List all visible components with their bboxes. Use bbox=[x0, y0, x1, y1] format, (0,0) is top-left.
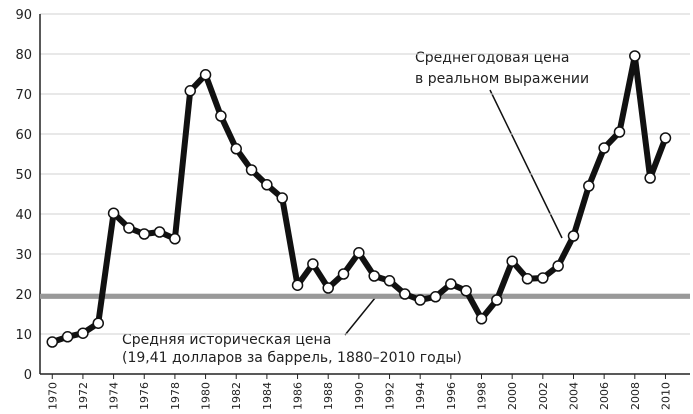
annotation: Средняя историческая цена bbox=[122, 332, 331, 348]
data-point bbox=[169, 233, 181, 245]
leader-line bbox=[344, 297, 376, 336]
data-point bbox=[460, 285, 472, 297]
x-tick-label: 1988 bbox=[322, 382, 335, 410]
data-point bbox=[230, 143, 242, 155]
data-point bbox=[552, 260, 564, 272]
data-point bbox=[414, 294, 426, 306]
data-point bbox=[46, 336, 59, 348]
data-point bbox=[153, 226, 166, 238]
data-point bbox=[77, 327, 89, 339]
x-tick-label: 1970 bbox=[46, 382, 59, 410]
x-tick-label: 1986 bbox=[292, 382, 305, 410]
data-point bbox=[353, 247, 365, 259]
data-point bbox=[475, 313, 488, 325]
x-tick-label: 1982 bbox=[230, 382, 243, 410]
data-point bbox=[399, 288, 411, 300]
data-point bbox=[429, 291, 442, 303]
data-point bbox=[613, 126, 626, 138]
x-tick-label: 1998 bbox=[476, 382, 489, 410]
y-tick-label: 60 bbox=[15, 128, 32, 143]
annotation: (19,41 долларов за баррель, 1880–2010 го… bbox=[122, 350, 462, 366]
data-point bbox=[644, 172, 656, 184]
data-point bbox=[215, 110, 227, 122]
x-tick-label: 1990 bbox=[353, 382, 366, 410]
annotation: Среднегодовая цена bbox=[415, 50, 569, 66]
data-point bbox=[276, 192, 288, 204]
x-tick-label: 1972 bbox=[77, 382, 90, 410]
x-tick-label: 2008 bbox=[629, 382, 642, 410]
y-tick-label: 90 bbox=[15, 8, 32, 23]
data-point bbox=[61, 331, 74, 343]
data-point bbox=[107, 207, 120, 219]
y-tick-label: 20 bbox=[15, 288, 32, 303]
data-point bbox=[659, 132, 672, 144]
data-point bbox=[123, 222, 135, 234]
leader-line bbox=[489, 89, 563, 239]
y-tick-label: 30 bbox=[15, 248, 32, 263]
data-point bbox=[138, 228, 150, 240]
data-point bbox=[92, 317, 105, 329]
data-point bbox=[184, 85, 196, 97]
x-tick-label: 2002 bbox=[537, 382, 550, 410]
y-tick-label: 40 bbox=[15, 208, 32, 223]
x-tick-label: 2006 bbox=[598, 382, 611, 410]
data-point bbox=[445, 278, 457, 290]
x-tick-label: 2010 bbox=[659, 382, 672, 410]
x-tick-label: 1978 bbox=[169, 382, 182, 410]
x-tick-label: 2004 bbox=[567, 382, 580, 410]
data-point bbox=[521, 273, 534, 285]
data-line bbox=[51, 53, 669, 345]
annotation: в реальном выражении bbox=[415, 71, 589, 87]
x-tick-label: 1994 bbox=[414, 382, 427, 410]
data-point bbox=[583, 180, 595, 192]
data-point bbox=[567, 230, 580, 242]
data-point bbox=[506, 255, 518, 267]
data-point bbox=[199, 69, 212, 81]
x-tick-label: 1992 bbox=[384, 382, 397, 410]
data-point bbox=[261, 179, 273, 191]
y-tick-label: 70 bbox=[15, 88, 32, 103]
y-tick-label: 10 bbox=[15, 328, 32, 343]
x-tick-label: 1976 bbox=[138, 382, 151, 410]
data-point bbox=[307, 258, 319, 270]
x-tick-label: 1996 bbox=[445, 382, 458, 410]
x-tick-label: 2000 bbox=[506, 382, 519, 410]
data-point bbox=[491, 294, 503, 306]
x-tick-label: 1984 bbox=[261, 382, 274, 410]
data-point bbox=[322, 282, 334, 294]
x-tick-label: 1980 bbox=[200, 382, 213, 410]
data-point bbox=[245, 164, 258, 176]
x-tick-label: 1974 bbox=[108, 382, 121, 410]
data-point bbox=[537, 272, 549, 284]
y-tick-label: 80 bbox=[15, 48, 32, 63]
data-point bbox=[383, 275, 396, 287]
data-point bbox=[629, 50, 641, 62]
y-tick-label: 50 bbox=[15, 168, 32, 183]
data-point bbox=[598, 142, 610, 154]
y-tick-label: 0 bbox=[24, 368, 32, 383]
data-point bbox=[291, 279, 304, 291]
data-point bbox=[337, 268, 350, 280]
data-point bbox=[368, 270, 380, 282]
